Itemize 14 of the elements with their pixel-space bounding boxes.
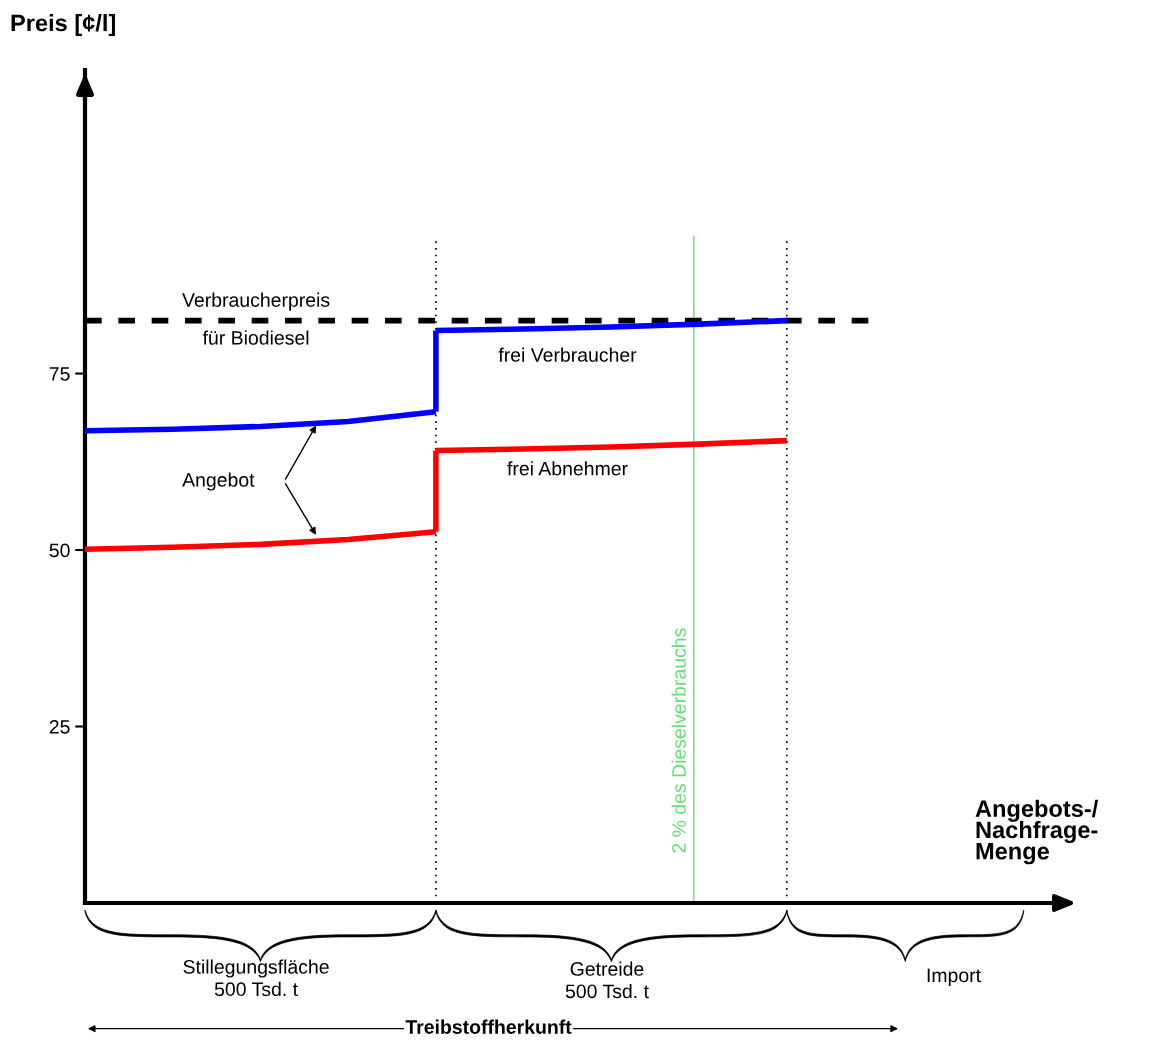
y-tick-label: 25 [49, 719, 70, 734]
y-tick-label: 75 [49, 367, 70, 381]
x-axis-title: Angebots-/ Nachfrage- Menge [975, 799, 1099, 865]
text: Import [927, 968, 981, 987]
text: Stillegungsfläche 500 Tsd. t [183, 959, 329, 997]
series-label: Verbraucherpreis für Biodiesel [182, 292, 330, 345]
annotation: Angebot [182, 472, 255, 491]
text: Getreide 500 Tsd. t [565, 961, 649, 999]
text: Treibstoffherkunft [405, 1019, 572, 1034]
annotation: 2 % des Dieselverbrauchs [671, 628, 686, 853]
series-label: frei Abnehmer [507, 461, 628, 476]
y-axis-title: Preis [¢/l] [11, 14, 115, 36]
y-tick-label: 50 [49, 543, 70, 558]
series-label: frei Verbraucher [498, 347, 637, 362]
